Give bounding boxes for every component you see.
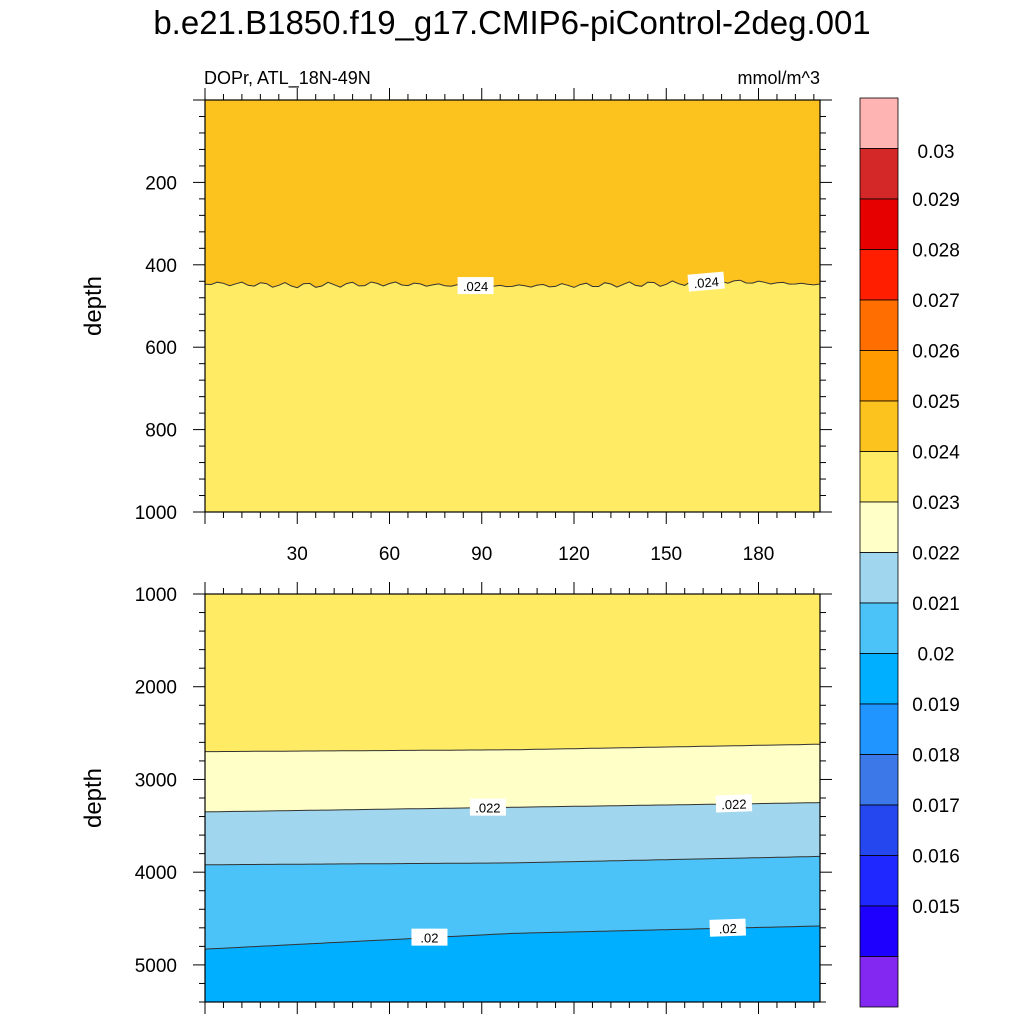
x-tick-label: 120 xyxy=(558,544,590,565)
colorbar-label: 0.021 xyxy=(912,594,960,615)
fill-band xyxy=(205,926,820,1002)
svg-text:.022: .022 xyxy=(475,801,500,816)
y-tick-label: 800 xyxy=(145,421,177,442)
contour-line xyxy=(205,743,820,753)
colorbar-swatch xyxy=(859,400,899,452)
colorbar-swatch xyxy=(859,501,899,553)
colorbar-label: 0.023 xyxy=(912,493,960,514)
colorbar-swatch xyxy=(859,956,899,1008)
x-tick-label: 150 xyxy=(650,544,682,565)
contour-label: .02 xyxy=(411,928,448,946)
svg-text:.022: .022 xyxy=(721,796,747,812)
colorbar-label: 0.026 xyxy=(912,342,960,363)
y-tick-label: 200 xyxy=(145,173,177,194)
y-tick-label: 4000 xyxy=(135,863,177,884)
fill-band xyxy=(205,279,820,512)
colorbar-swatch xyxy=(859,653,899,705)
colorbar-label: 0.016 xyxy=(912,847,960,868)
contour-line xyxy=(205,855,820,866)
panel-units-string: mmol/m^3 xyxy=(738,68,820,88)
contour-label: .024 xyxy=(687,271,725,292)
y-tick-label: 2000 xyxy=(135,678,177,699)
colorbar-swatch xyxy=(859,249,899,301)
colorbar-swatch xyxy=(859,905,899,957)
x-tick-label: 90 xyxy=(471,544,492,565)
y-tick-label: 400 xyxy=(145,256,177,277)
x-tick-label: 60 xyxy=(379,544,400,565)
colorbar-swatch xyxy=(859,754,899,806)
contour-label: .024 xyxy=(457,277,494,295)
y-tick-label: 5000 xyxy=(135,956,177,977)
plot-frame xyxy=(204,99,821,513)
contour-label: .022 xyxy=(469,798,506,816)
panel-left-string: DOPr, ATL_18N-49N xyxy=(204,68,371,89)
colorbar-label: 0.03 xyxy=(918,142,955,163)
svg-text:.02: .02 xyxy=(718,921,737,937)
figure-title: b.e21.B1850.f19_g17.CMIP6-piControl-2deg… xyxy=(153,4,870,41)
y-tick-label: 600 xyxy=(145,338,177,359)
colorbar-label: 0.027 xyxy=(912,291,960,312)
colorbar-label: 0.018 xyxy=(912,746,960,767)
colorbar-label: 0.022 xyxy=(912,544,960,565)
colorbar-swatch xyxy=(859,198,899,250)
svg-text:.024: .024 xyxy=(693,274,720,291)
colorbar-label: 0.019 xyxy=(912,695,960,716)
y-tick-label: 1000 xyxy=(135,585,177,606)
svg-text:.02: .02 xyxy=(420,931,438,946)
colorbar-label: 0.024 xyxy=(912,443,960,464)
y-axis-label: depth xyxy=(80,276,107,336)
contour-label: .022 xyxy=(715,794,753,813)
x-tick-label: 30 xyxy=(287,544,308,565)
colorbar-swatch xyxy=(859,451,899,503)
colorbar-label: 0.015 xyxy=(912,897,960,918)
colorbar-swatch xyxy=(859,350,899,402)
colorbar-label: 0.02 xyxy=(918,645,955,666)
colorbar-label: 0.025 xyxy=(912,392,960,413)
colorbar-swatch xyxy=(859,703,899,755)
contour-label: .02 xyxy=(709,918,747,937)
colorbar-swatch xyxy=(859,602,899,654)
colorbar-label: 0.028 xyxy=(912,241,960,262)
colorbar-swatch xyxy=(859,97,899,149)
x-tick-label: 180 xyxy=(743,544,775,565)
colorbar-label: 0.029 xyxy=(912,190,960,211)
svg-text:.024: .024 xyxy=(463,279,488,294)
colorbar-swatch xyxy=(859,552,899,604)
y-axis-label: depth xyxy=(80,768,107,828)
colorbar-label: 0.017 xyxy=(912,796,960,817)
upper-contour-panel: .024 .024 200 400 600 800 1000 30 60 90 120 150 180 d… xyxy=(80,88,832,565)
colorbar-swatch xyxy=(859,804,899,856)
colorbar-swatch xyxy=(859,148,899,200)
y-tick-label: 1000 xyxy=(135,503,177,524)
lower-contour-panel: .022 .022 .02 .02 1000 2000 3000 4000 5000 depth xyxy=(80,582,832,1014)
y-tick-label: 3000 xyxy=(135,770,177,791)
colorbar-swatch xyxy=(859,299,899,351)
colorbar: 0.03 0.029 0.028 0.027 0.026 0.025 0.024 0.023 0… xyxy=(859,97,960,1008)
colorbar-swatch xyxy=(859,855,899,907)
